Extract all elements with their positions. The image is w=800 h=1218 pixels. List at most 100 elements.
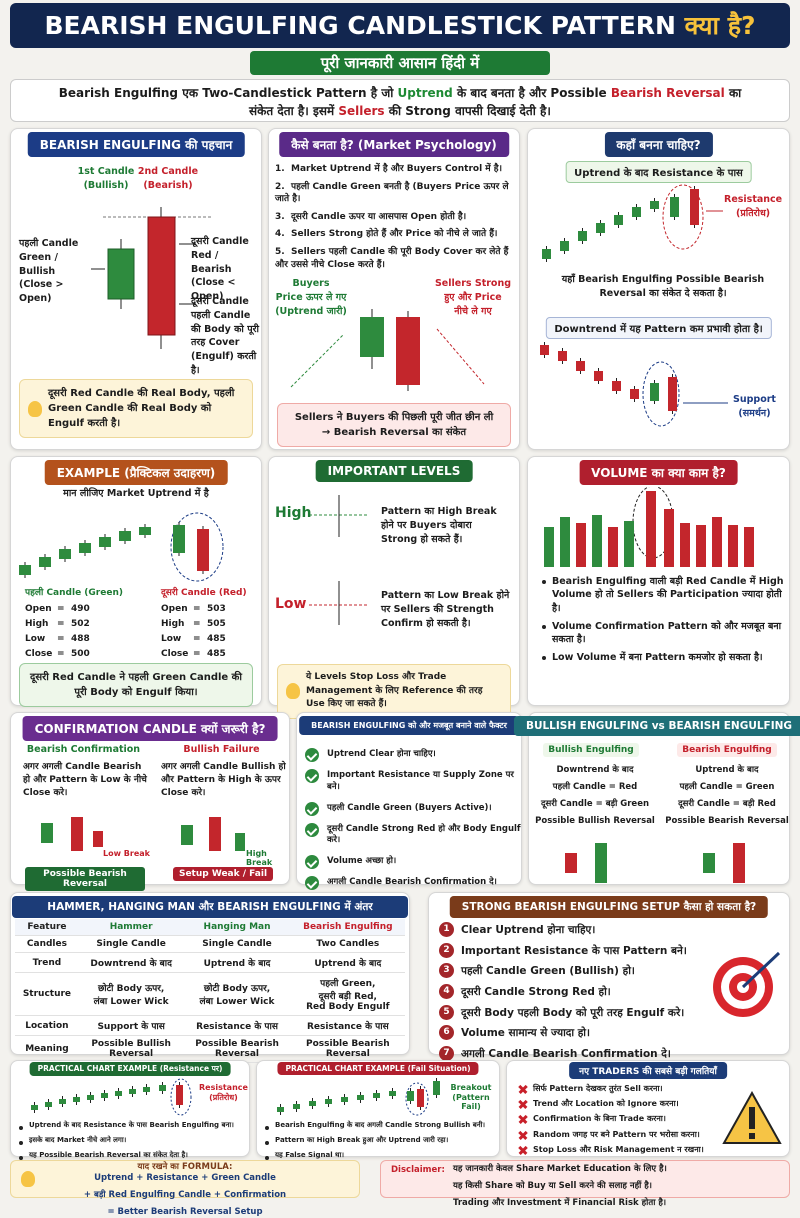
candle <box>578 231 587 241</box>
where-panel: कहाँ बनना चाहिए? Uptrend के बाद Resistan… <box>527 128 790 450</box>
cell: छोटी Body ऊपर, लंबा Lower Wick <box>78 972 184 1016</box>
mark-label: High Break <box>246 849 273 867</box>
text: यह जानकारी केवल Share Market Education क… <box>453 1164 667 1174</box>
psychology-panel: कैसे बनता है? (Market Psychology) 1. Mark… <box>268 128 520 450</box>
text: (प्रतिरोध) <box>735 207 771 219</box>
ohlc-row: Open = 503 <box>161 602 261 617</box>
candle <box>99 537 111 547</box>
candle <box>87 1095 94 1100</box>
cell: Uptrend के बाद <box>290 952 405 973</box>
step: 1. Market Uptrend में है और Buyers Contro… <box>275 163 517 176</box>
bull-list: Downtrend के बाद पहली Candle = Red दूसरी C… <box>533 765 657 833</box>
candle <box>159 1085 166 1091</box>
mistake: Stop Loss और Risk Management न रखना। <box>515 1144 725 1155</box>
text: ये Levels Stop Loss और Trade Management … <box>306 672 483 709</box>
candle <box>277 1107 284 1112</box>
disclaimer-line: यह जानकारी केवल Share Market Education क… <box>453 1164 667 1176</box>
cell: Meaning <box>15 1035 79 1063</box>
intro-highlight: Bearish Reversal <box>610 86 725 100</box>
text: Breakout <box>450 1083 492 1092</box>
practical1-panel: PRACTICAL CHART EXAMPLE (Resistance पर) … <box>10 1060 250 1160</box>
text: (Bearish) <box>143 179 193 191</box>
bullet: Bearish Engulfing के बाद अगली Candle Str… <box>263 1121 499 1131</box>
example-panel: EXAMPLE (प्रैक्टिकल उदाहरण) मान लीजिए Ma… <box>10 456 262 707</box>
badge: Possible Bearish Reversal <box>25 867 145 891</box>
number: 1 <box>439 922 454 937</box>
volume-bar <box>728 525 738 567</box>
table-row: Trend Downtrend के बाद Uptrend के बाद Uptre… <box>15 952 405 973</box>
identify-panel: BEARISH ENGULFING की पहचान 1st Candle (Bu… <box>10 128 262 450</box>
value: 503 <box>207 604 226 614</box>
label: Low <box>25 634 46 644</box>
panel-title: PRACTICAL CHART EXAMPLE (Fail Situation) <box>277 1062 479 1075</box>
candle-name: पहली Candle (Green) <box>25 588 123 598</box>
text: अगली Candle Bearish Confirmation दे। <box>461 1048 671 1061</box>
note: ये Levels Stop Loss और Trade Management … <box>277 664 511 719</box>
factor: Volume अच्छा हो। <box>305 855 521 870</box>
candle <box>341 1097 348 1102</box>
setup-item: 2 Important Resistance के पास Pattern बने… <box>439 942 709 959</box>
mark-label: Resistance (प्रतिरोध) <box>199 1083 248 1102</box>
psychology-diagram <box>290 309 485 391</box>
label: Low <box>161 634 182 644</box>
cell: Downtrend के बाद <box>78 952 184 973</box>
cell: पहली Green, दूसरी बड़ी Red, Red Body Eng… <box>290 972 405 1016</box>
candle <box>433 1081 440 1095</box>
intro-highlight: Uptrend <box>397 86 453 100</box>
text: अगर अगली Candle Bullish हो और Pattern के… <box>161 762 286 799</box>
candle-diagram <box>91 207 211 349</box>
bullet: यह Possible Bearish Reversal का संकेत दे… <box>17 1151 249 1161</box>
setup-panel: STRONG BEARISH ENGULFING SETUP कैसा हो स… <box>428 892 790 1062</box>
candle <box>19 565 31 575</box>
candle <box>31 1105 38 1110</box>
text: = Better Bearish Reversal Setup <box>107 1206 263 1217</box>
text: यह False Signal था। <box>275 1150 344 1159</box>
volume-panel: VOLUME का क्या काम है? Bearish Engulfing… <box>527 456 790 706</box>
candle <box>143 1087 150 1092</box>
text: दूसरी Candle ऊपर या आसपास Open होती है। <box>291 211 467 222</box>
formula-title: याद रखने का FORMULA: <box>137 1162 233 1172</box>
value: 488 <box>71 634 90 644</box>
cell: Trend <box>15 952 79 973</box>
formula-line: = Better Bearish Reversal Setup <box>11 1207 359 1218</box>
candle <box>596 223 605 233</box>
text: (समर्थन) <box>738 407 771 419</box>
formula-lines: Uptrend + Resistance + Green Candle + बड़… <box>11 1173 359 1218</box>
bullets: Bearish Engulfing के बाद अगली Candle Str… <box>263 1121 499 1165</box>
candle <box>670 197 679 217</box>
head: Bullish Engulfing <box>543 743 639 757</box>
cell: छोटी Body ऊपर, लंबा Lower Wick <box>183 972 291 1016</box>
setup-item: 6 Volume सामान्य से ज्यादा हो। <box>439 1025 709 1041</box>
candle <box>612 381 621 391</box>
disclaimer-line: यह किसी Share को Buy या Sell करने की सला… <box>453 1181 667 1193</box>
value: 505 <box>207 619 226 629</box>
intro-text: के बाद बनता है और Possible <box>452 86 611 100</box>
ohlc-row: High = 505 <box>161 617 261 632</box>
text: यहाँ Bearish Engulfing Possible Bearish … <box>561 274 765 299</box>
number: 1. <box>275 164 285 174</box>
high-label: High <box>275 505 312 521</box>
candle <box>59 1099 66 1104</box>
text: दूसरी Candle Strong Red हो। <box>461 986 611 999</box>
cell: Candles <box>15 935 79 953</box>
practical1-diagram <box>31 1078 192 1116</box>
label: Close <box>161 649 189 659</box>
bullet: Low Volume में बना Pattern कमजोर हो सकता… <box>540 651 785 664</box>
factors-panel: BEARISH ENGULFING को और मजबूत बनाने वाले… <box>296 712 522 891</box>
text: Market Uptrend में है और Buyers Control … <box>291 164 502 174</box>
mistakes-panel: नए TRADERS की सबसे बड़ी गलतियाँ सिर्फ Pa… <box>506 1060 790 1157</box>
ohlc-row: Open = 490 <box>25 602 135 617</box>
text: Stop Loss और Risk Management न रखना। <box>533 1144 704 1154</box>
badge: Setup Weak / Fail <box>173 867 273 881</box>
volume-bar <box>624 521 634 567</box>
table-panel: HAMMER, HANGING MAN और BEARISH ENGULFING… <box>10 892 410 1063</box>
text: यह Possible Bearish Reversal का संकेत दे… <box>29 1150 188 1159</box>
panel-title: PRACTICAL CHART EXAMPLE (Resistance पर) <box>29 1062 231 1076</box>
factors: Uptrend Clear होना चाहिए। Important Resis… <box>305 748 521 898</box>
volume-bar <box>712 517 722 567</box>
example-diagram <box>19 512 224 582</box>
volume-bar <box>560 517 570 567</box>
bullet: Bearish Engulfing वाली बड़ी Red Candle म… <box>540 575 785 615</box>
sep: = <box>193 619 201 629</box>
line: दूसरी Candle = बड़ी Green <box>533 799 657 811</box>
